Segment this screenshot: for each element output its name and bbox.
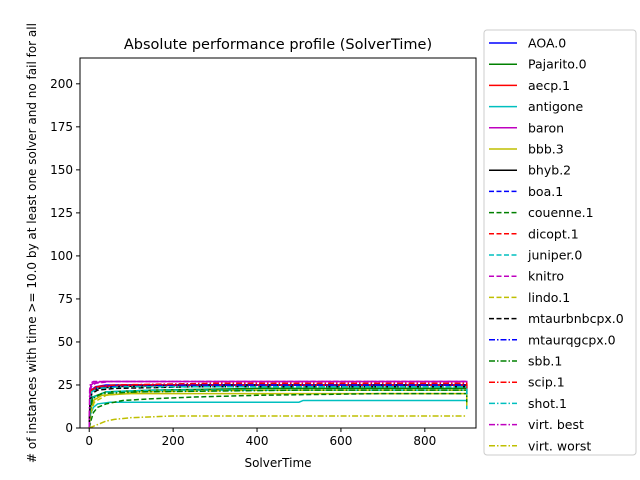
plot-frame (79, 57, 477, 429)
x-tick-label: 200 (162, 434, 185, 448)
y-tick-label: 150 (50, 163, 73, 177)
legend-label-11: knitro (528, 269, 564, 284)
chart-title: Absolute performance profile (SolverTime… (124, 37, 432, 53)
x-tick-label: 400 (246, 434, 269, 448)
legend: AOA.0 Pajarito.0 aecp.1 antigone baron bbb.3 b… (483, 29, 637, 456)
legend-label-9: dicopt.1 (528, 226, 579, 241)
legend-label-0: AOA.0 (528, 36, 566, 51)
legend-label-7: boa.1 (528, 184, 563, 199)
y-tick-label: 0 (65, 421, 73, 435)
legend-label-14: mtaurqgcpx.0 (528, 332, 616, 347)
y-axis-ticks: 0 25 50 75 100 125 150 175 200 (50, 77, 80, 435)
legend-frame (483, 29, 637, 456)
legend-label-4: baron (528, 120, 564, 135)
y-tick-label: 75 (58, 292, 73, 306)
series-layer (88, 380, 468, 429)
series-line-12 (88, 389, 468, 429)
series-line-11 (88, 380, 468, 429)
legend-label-8: couenne.1 (528, 205, 594, 220)
legend-label-15: sbb.1 (528, 354, 562, 369)
x-tick-label: 0 (85, 434, 93, 448)
x-axis-ticks: 0 200 400 600 800 (85, 428, 436, 448)
legend-label-13: mtaurbnbcpx.0 (528, 311, 624, 326)
legend-label-2: aecp.1 (528, 78, 570, 93)
y-tick-label: 200 (50, 77, 73, 91)
series-line-16 (88, 382, 468, 429)
legend-entries: AOA.0 Pajarito.0 aecp.1 antigone baron bbb.3 b… (489, 36, 624, 453)
y-tick-label: 175 (50, 120, 73, 134)
y-axis-label: # of instances with time >= 10.0 by at l… (25, 23, 39, 463)
y-tick-label: 100 (50, 249, 73, 263)
y-tick-label: 25 (58, 378, 73, 392)
series-line-8 (88, 392, 468, 429)
legend-label-17: shot.1 (528, 396, 567, 411)
y-tick-label: 125 (50, 206, 73, 220)
legend-label-16: scip.1 (528, 375, 565, 390)
legend-label-6: bhyb.2 (528, 163, 571, 178)
x-tick-label: 600 (329, 434, 352, 448)
legend-label-19: virt. worst (528, 438, 591, 453)
legend-label-3: antigone (528, 99, 583, 114)
series-line-19 (88, 415, 467, 429)
x-tick-label: 800 (413, 434, 436, 448)
y-tick-label: 50 (58, 335, 73, 349)
series-line-18 (88, 380, 467, 429)
legend-label-1: Pajarito.0 (528, 57, 587, 72)
legend-label-5: bbb.3 (528, 142, 564, 157)
legend-label-12: lindo.1 (528, 290, 570, 305)
x-axis-label: SolverTime (244, 456, 311, 470)
legend-label-18: virt. best (528, 417, 584, 432)
series-line-15 (88, 389, 468, 429)
legend-label-10: juniper.0 (527, 248, 582, 263)
